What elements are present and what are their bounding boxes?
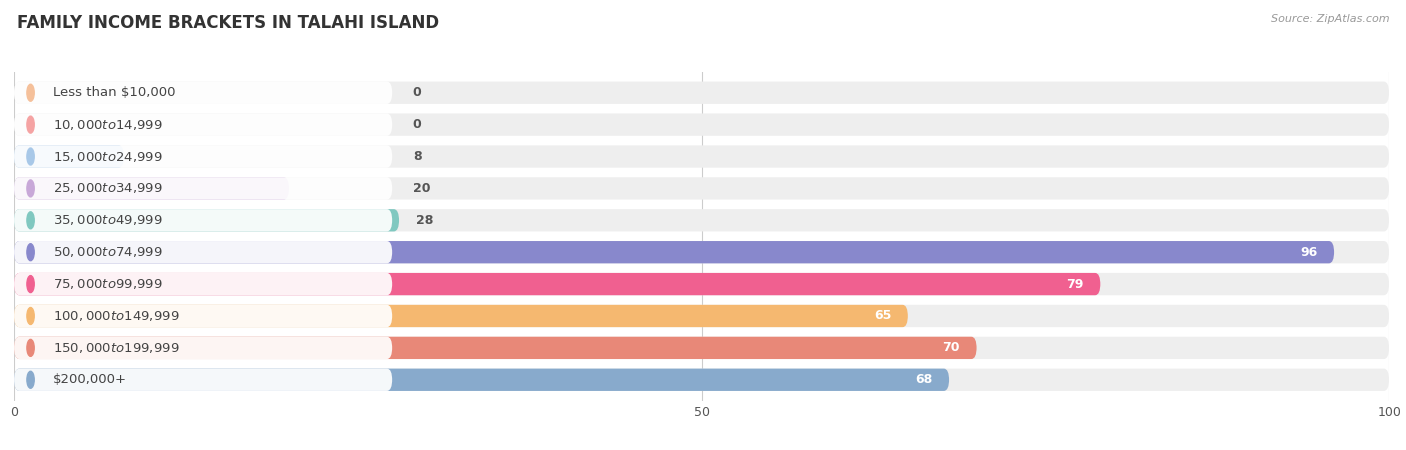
FancyBboxPatch shape <box>14 145 124 168</box>
Text: Source: ZipAtlas.com: Source: ZipAtlas.com <box>1271 14 1389 23</box>
Circle shape <box>27 116 34 133</box>
Text: $75,000 to $99,999: $75,000 to $99,999 <box>52 277 162 291</box>
FancyBboxPatch shape <box>14 145 392 168</box>
Text: $15,000 to $24,999: $15,000 to $24,999 <box>52 149 162 163</box>
Circle shape <box>27 244 34 261</box>
FancyBboxPatch shape <box>14 209 1389 231</box>
Text: $100,000 to $149,999: $100,000 to $149,999 <box>52 309 179 323</box>
FancyBboxPatch shape <box>14 209 392 231</box>
Text: 79: 79 <box>1067 278 1084 291</box>
FancyBboxPatch shape <box>14 81 392 104</box>
FancyBboxPatch shape <box>14 81 1389 104</box>
Circle shape <box>27 371 34 388</box>
FancyBboxPatch shape <box>14 273 1389 295</box>
FancyBboxPatch shape <box>14 113 392 136</box>
FancyBboxPatch shape <box>14 177 290 199</box>
Text: $10,000 to $14,999: $10,000 to $14,999 <box>52 117 162 131</box>
FancyBboxPatch shape <box>14 337 1389 359</box>
Text: $35,000 to $49,999: $35,000 to $49,999 <box>52 213 162 227</box>
FancyBboxPatch shape <box>14 241 392 263</box>
FancyBboxPatch shape <box>14 369 392 391</box>
FancyBboxPatch shape <box>14 305 1389 327</box>
FancyBboxPatch shape <box>14 177 1389 199</box>
FancyBboxPatch shape <box>14 273 1101 295</box>
FancyBboxPatch shape <box>14 337 392 359</box>
Text: $150,000 to $199,999: $150,000 to $199,999 <box>52 341 179 355</box>
Circle shape <box>27 307 34 324</box>
Text: Less than $10,000: Less than $10,000 <box>52 86 176 99</box>
Text: $50,000 to $74,999: $50,000 to $74,999 <box>52 245 162 259</box>
FancyBboxPatch shape <box>14 209 399 231</box>
FancyBboxPatch shape <box>14 113 1389 136</box>
Text: 65: 65 <box>875 310 891 323</box>
Circle shape <box>27 84 34 101</box>
FancyBboxPatch shape <box>14 337 977 359</box>
Text: 96: 96 <box>1301 246 1317 259</box>
Text: 0: 0 <box>413 86 422 99</box>
FancyBboxPatch shape <box>14 177 392 199</box>
FancyBboxPatch shape <box>14 305 908 327</box>
Text: 0: 0 <box>413 118 422 131</box>
Circle shape <box>27 212 34 229</box>
Text: 8: 8 <box>413 150 422 163</box>
Text: 70: 70 <box>942 342 960 355</box>
Text: 28: 28 <box>416 214 433 227</box>
Circle shape <box>27 339 34 356</box>
Text: $200,000+: $200,000+ <box>52 373 127 386</box>
Circle shape <box>27 180 34 197</box>
FancyBboxPatch shape <box>14 241 1334 263</box>
FancyBboxPatch shape <box>14 305 392 327</box>
FancyBboxPatch shape <box>14 241 1389 263</box>
Text: $25,000 to $34,999: $25,000 to $34,999 <box>52 181 162 195</box>
FancyBboxPatch shape <box>14 273 392 295</box>
FancyBboxPatch shape <box>14 369 949 391</box>
Text: 20: 20 <box>413 182 430 195</box>
FancyBboxPatch shape <box>14 145 1389 168</box>
FancyBboxPatch shape <box>14 369 1389 391</box>
Circle shape <box>27 148 34 165</box>
Text: 68: 68 <box>915 373 932 386</box>
Circle shape <box>27 275 34 292</box>
Text: FAMILY INCOME BRACKETS IN TALAHI ISLAND: FAMILY INCOME BRACKETS IN TALAHI ISLAND <box>17 14 439 32</box>
